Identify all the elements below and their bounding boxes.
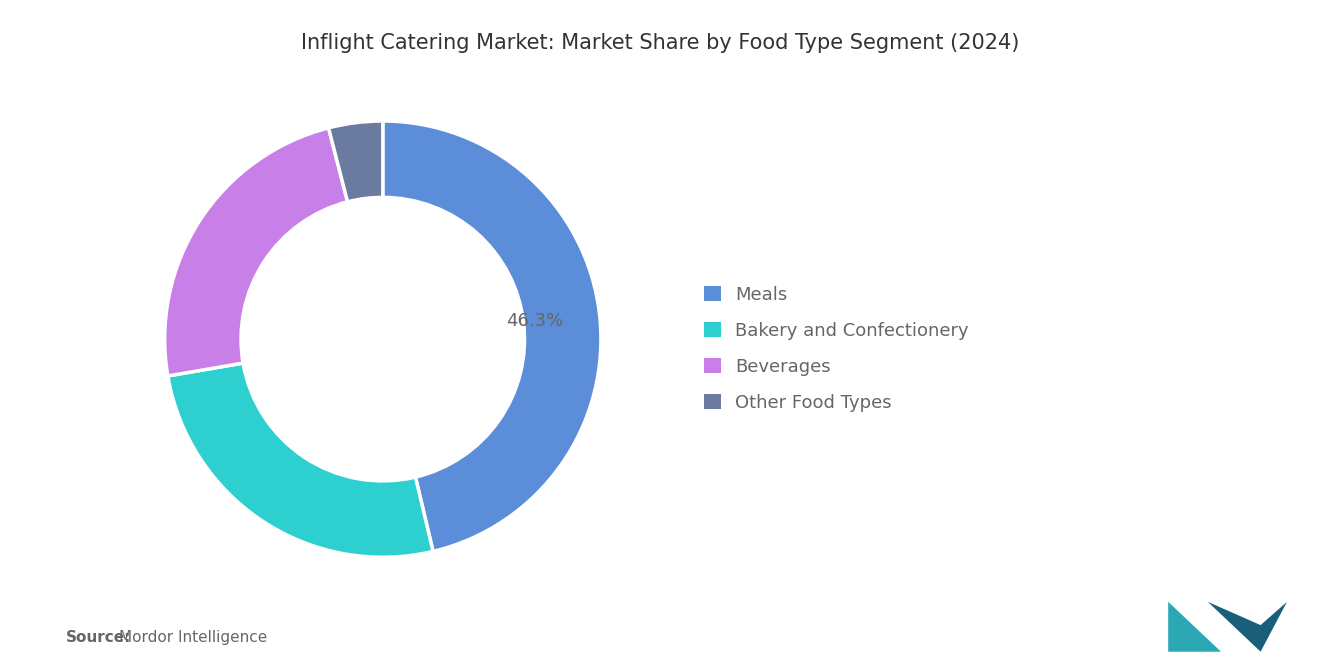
- Wedge shape: [168, 363, 433, 557]
- Wedge shape: [383, 121, 601, 551]
- Wedge shape: [165, 128, 347, 376]
- Polygon shape: [1168, 602, 1221, 652]
- Text: Inflight Catering Market: Market Share by Food Type Segment (2024): Inflight Catering Market: Market Share b…: [301, 33, 1019, 53]
- Text: Source:: Source:: [66, 630, 132, 645]
- Legend: Meals, Bakery and Confectionery, Beverages, Other Food Types: Meals, Bakery and Confectionery, Beverag…: [696, 277, 978, 421]
- Text: Mordor Intelligence: Mordor Intelligence: [119, 630, 267, 645]
- Text: 46.3%: 46.3%: [506, 313, 564, 331]
- Wedge shape: [329, 121, 383, 201]
- Polygon shape: [1208, 602, 1287, 652]
